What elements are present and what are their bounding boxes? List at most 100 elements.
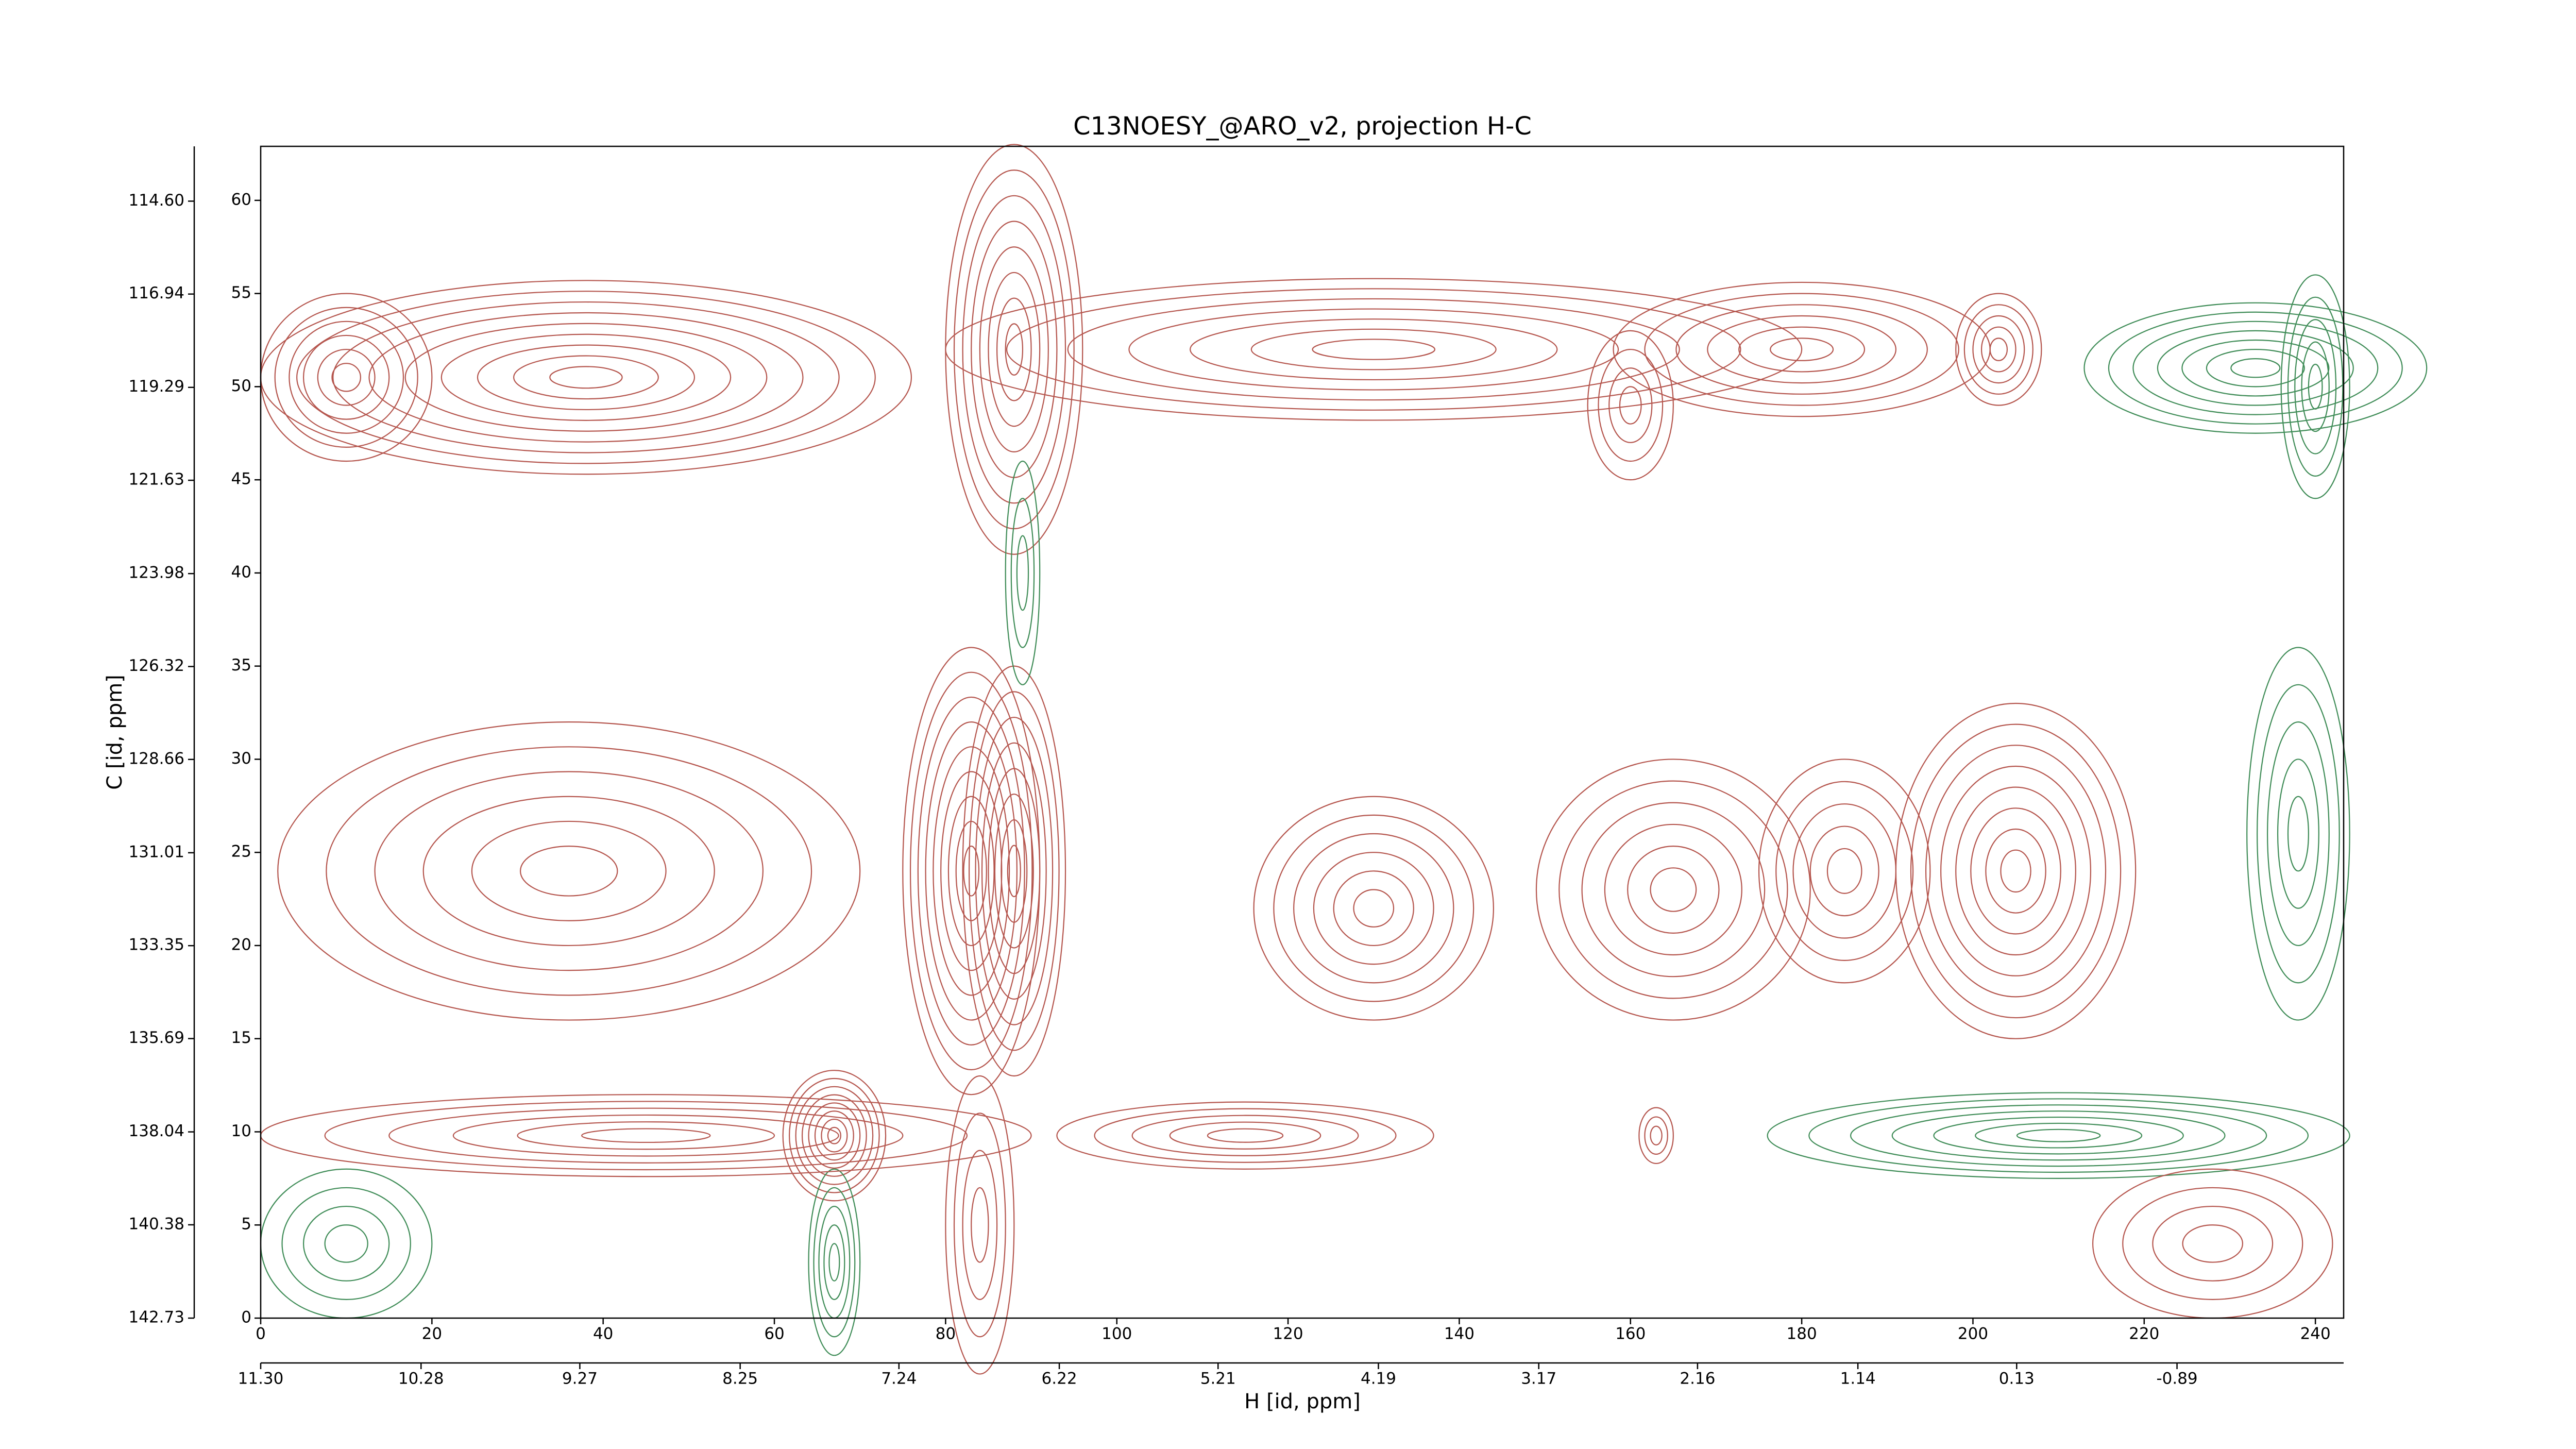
contour-line: [1972, 315, 2025, 384]
contour-line: [1910, 723, 2122, 1019]
contour-line: [260, 293, 433, 462]
contour-line: [1006, 288, 1741, 411]
contour-line: [1850, 1104, 2267, 1167]
contour-line: [302, 334, 390, 420]
contour-line: [519, 846, 618, 897]
x2-tick-label: 8.25: [722, 1370, 758, 1388]
contour-line: [1989, 338, 2008, 361]
contour-line: [789, 1077, 880, 1193]
contour-line: [517, 1121, 775, 1150]
x2-tick-label: 2.16: [1680, 1370, 1715, 1388]
contour-line: [1809, 825, 1879, 917]
x-tick-label: 20: [422, 1325, 442, 1343]
y2-tick-label: 142.73: [129, 1308, 184, 1327]
plot-frame: [260, 145, 2345, 1319]
contour-line: [2182, 1224, 2244, 1263]
y-axis-label: C [id, ppm]: [103, 675, 127, 790]
contour-line: [1970, 807, 2061, 935]
contour-line: [988, 768, 1041, 974]
contour-line: [2280, 274, 2350, 499]
x-tick-label: 240: [2300, 1325, 2331, 1343]
contour-line: [1169, 1121, 1321, 1150]
contour-line: [368, 312, 804, 443]
contour-line: [1007, 845, 1021, 898]
y-tick-label: 0: [241, 1308, 251, 1327]
y2-tick-label: 140.38: [129, 1215, 184, 1233]
contour-line: [902, 647, 1041, 1096]
contour-line: [260, 280, 912, 475]
x2-tick-label: 3.17: [1521, 1370, 1556, 1388]
y-tick-label: 35: [231, 656, 251, 675]
contour-line: [374, 771, 764, 971]
contour-line: [1005, 460, 1041, 685]
y2-tick-label: 128.66: [129, 749, 184, 768]
contour-line: [909, 671, 1033, 1071]
contour-line: [1955, 786, 2076, 956]
contour-line: [1094, 1108, 1397, 1163]
y2-tick-label: 116.94: [129, 284, 184, 302]
contour-line: [1558, 780, 1788, 999]
contour-line: [2152, 1205, 2274, 1282]
contour-line: [1067, 298, 1680, 401]
contour-line: [828, 1243, 840, 1282]
contour-line: [1608, 367, 1653, 443]
contour-line: [581, 1128, 711, 1143]
y2-tick-label: 114.60: [129, 191, 184, 210]
contour-line: [1980, 326, 2016, 373]
contour-line: [1353, 889, 1395, 928]
x2-tick-label: 9.27: [562, 1370, 598, 1388]
contour-line: [933, 746, 1010, 996]
contour-line: [782, 1070, 887, 1202]
x-tick-label: 0: [256, 1325, 266, 1343]
contour-line: [1598, 348, 1664, 462]
contour-line: [2257, 684, 2340, 984]
x-tick-label: 60: [764, 1325, 784, 1343]
contour-line: [2083, 302, 2428, 434]
contour-line: [821, 1118, 848, 1153]
contour-line: [440, 333, 732, 421]
contour-line: [814, 1110, 854, 1161]
contour-line: [277, 721, 861, 1021]
contour-line: [1891, 1110, 2226, 1161]
contour-line: [2132, 321, 2379, 415]
contour-line: [2287, 796, 2309, 872]
contour-line: [962, 1150, 998, 1300]
contour-line: [452, 1114, 839, 1157]
x2-tick-label: 0.13: [1999, 1370, 2035, 1388]
y2-tick-label: 119.29: [129, 377, 184, 396]
y2-tick-label: 126.32: [129, 656, 184, 675]
contour-line: [1933, 1116, 2184, 1155]
contour-line: [2092, 1168, 2333, 1319]
contour-line: [549, 366, 623, 389]
contour-line: [1581, 802, 1766, 978]
contour-line: [332, 301, 840, 453]
contour-line: [2181, 339, 2330, 397]
x-tick-label: 220: [2129, 1325, 2159, 1343]
x-tick-label: 40: [593, 1325, 613, 1343]
x2-tick-label: 1.14: [1840, 1370, 1876, 1388]
x2-tick-label: -0.89: [2156, 1370, 2197, 1388]
contour-line: [1650, 867, 1697, 912]
contour-line: [994, 794, 1034, 949]
contour-line: [260, 1168, 433, 1319]
contour-line: [1644, 1116, 1668, 1155]
y-tick-label: 55: [231, 283, 251, 302]
contour-line: [1792, 803, 1897, 939]
contour-line: [1963, 304, 2033, 395]
contour-line: [274, 307, 418, 448]
contour-line: [2287, 296, 2344, 477]
contour-line: [1333, 870, 1414, 947]
contour-line: [1775, 781, 1914, 961]
contour-line: [1770, 338, 1834, 361]
contour-line: [1313, 852, 1434, 965]
x2-tick-label: 5.21: [1200, 1370, 1236, 1388]
contour-line: [477, 344, 696, 411]
contour-line: [988, 272, 1041, 427]
x-tick-label: 120: [1273, 1325, 1303, 1343]
contour-line: [2000, 849, 2031, 893]
x2-tick-label: 11.30: [238, 1370, 284, 1388]
contour-line: [302, 1205, 390, 1282]
contour-line: [808, 1168, 861, 1356]
contour-line: [953, 169, 1075, 530]
